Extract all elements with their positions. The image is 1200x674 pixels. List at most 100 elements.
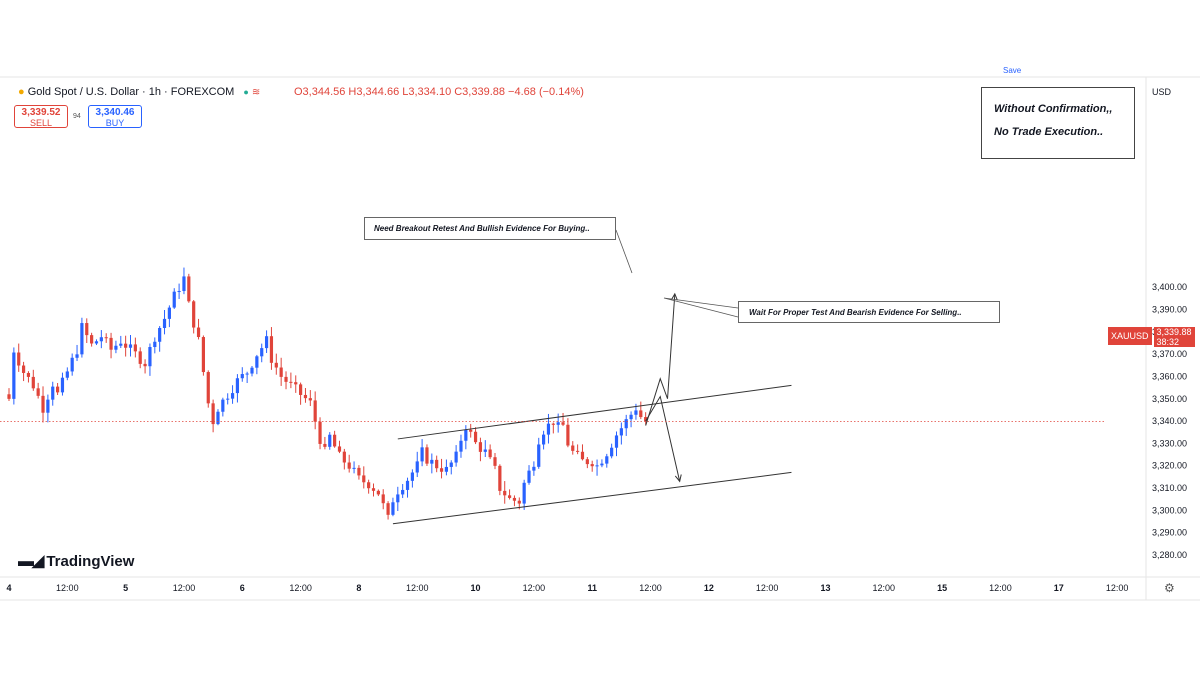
candle-body <box>498 465 502 491</box>
sell-callout: Wait For Proper Test And Bearish Evidenc… <box>738 301 1000 323</box>
candles <box>7 267 648 520</box>
candle-body <box>381 494 385 504</box>
candle-body <box>158 327 162 342</box>
candle-body <box>109 337 113 350</box>
buy-price: 3,340.46 <box>95 107 135 118</box>
sell-callout-pointer <box>663 297 739 318</box>
symbol-header[interactable]: ● Gold Spot / U.S. Dollar · 1h · FOREXCO… <box>18 86 260 98</box>
x-tick-label: 12:00 <box>523 583 546 593</box>
candle-body <box>133 344 137 352</box>
candle-body <box>177 291 181 293</box>
candle-body <box>323 443 327 447</box>
candle-body <box>619 428 623 436</box>
candle-body <box>201 337 205 373</box>
buy-callout-pointer <box>615 229 633 274</box>
candle-body <box>614 435 619 448</box>
candle-body <box>488 449 492 458</box>
x-tick-label: 12:00 <box>173 583 196 593</box>
market-status-icon: ● <box>243 87 249 97</box>
x-tick-label: 12:00 <box>756 583 779 593</box>
candle-body <box>542 434 546 445</box>
candle-body <box>469 429 473 432</box>
candle-body <box>274 362 278 368</box>
x-tick-label: 12:00 <box>289 583 312 593</box>
upper-channel-line[interactable] <box>397 384 792 440</box>
candle-body <box>449 462 453 467</box>
candle-body <box>600 463 604 466</box>
candle-body <box>357 467 361 476</box>
candle-body <box>571 445 575 451</box>
candle-body <box>483 449 487 452</box>
candle-body <box>36 388 40 396</box>
candle-body <box>31 376 35 389</box>
candle-body <box>211 403 215 425</box>
x-tick-label: 11 <box>587 583 597 593</box>
candle-body <box>473 431 478 443</box>
candle-body <box>362 475 366 483</box>
bearish-projection-path[interactable] <box>645 395 681 482</box>
candle-body <box>264 336 269 349</box>
x-tick-label: 6 <box>240 583 245 593</box>
candle-body <box>337 446 342 452</box>
candle-body <box>546 423 551 435</box>
candle-body <box>580 451 585 460</box>
last-price-box: 3,339.88 38:32 <box>1153 327 1195 347</box>
sell-price: 3,339.52 <box>21 107 61 118</box>
candle-body <box>507 495 512 498</box>
lower-channel-line[interactable] <box>392 471 792 525</box>
sell-button[interactable]: 3,339.52 SELL <box>14 105 68 128</box>
candle-body <box>629 414 633 420</box>
y-tick-label: 3,360.00 <box>1152 371 1187 381</box>
candle-body <box>7 394 11 399</box>
buy-button[interactable]: 3,340.46 BUY <box>88 105 142 128</box>
y-tick-label: 3,320.00 <box>1152 461 1187 471</box>
tradingview-logo: ▬◢ TradingView <box>18 551 134 571</box>
logo-text: TradingView <box>46 553 135 570</box>
candle-body <box>255 356 259 368</box>
x-tick-label: 12:00 <box>639 583 662 593</box>
candle-body <box>250 367 254 374</box>
x-tick-label: 12:00 <box>1106 583 1129 593</box>
currency-label[interactable]: USD <box>1152 87 1172 97</box>
candle-body <box>464 429 468 441</box>
candle-body <box>230 393 235 399</box>
candle-body <box>216 411 220 425</box>
candle-body <box>260 348 264 357</box>
bullish-projection-arrowhead-icon <box>670 292 678 301</box>
candle-body <box>576 450 580 452</box>
candle-body <box>425 447 429 464</box>
candle-body <box>206 372 210 404</box>
y-tick-label: 3,330.00 <box>1152 438 1187 448</box>
candle-body <box>318 421 322 444</box>
sell-label: SELL <box>29 118 53 128</box>
tradingview-mark-icon: ▬◢ <box>18 553 44 570</box>
candle-body <box>196 327 201 338</box>
candle-body <box>128 344 133 348</box>
symbol-title: Gold Spot / U.S. Dollar · 1h · FOREXCOM <box>27 86 235 98</box>
candle-body <box>328 434 332 447</box>
candle-body <box>240 374 244 379</box>
bullish-projection-path[interactable] <box>645 293 676 426</box>
candle-body <box>644 417 648 422</box>
candle-body <box>119 343 123 346</box>
candle-body <box>143 363 147 367</box>
save-button[interactable]: Save <box>1003 66 1022 75</box>
candle-body <box>56 386 60 393</box>
candle-body <box>639 410 643 418</box>
y-axis[interactable]: 3,280.00 3,290.00 3,300.00 3,310.00 3,320.00… <box>1152 282 1187 560</box>
x-axis[interactable]: 4 12:00 5 12:00 6 12:00 8 12:00 10 12:00 11 12:00 12… <box>6 583 1128 593</box>
candle-body <box>624 419 628 429</box>
candle-body <box>235 378 240 394</box>
y-tick-label: 3,390.00 <box>1152 304 1187 314</box>
settings-icon[interactable]: ⚙ <box>1164 581 1175 595</box>
candle-body <box>454 451 458 463</box>
last-price-tag: XAUUSD 3,339.88 38:32 <box>1108 327 1195 348</box>
candle-body <box>566 424 570 446</box>
x-tick-label: 5 <box>123 583 128 593</box>
y-tick-label: 3,350.00 <box>1152 394 1187 404</box>
candle-body <box>46 399 50 413</box>
candle-body <box>376 490 380 495</box>
candle-body <box>26 372 31 377</box>
